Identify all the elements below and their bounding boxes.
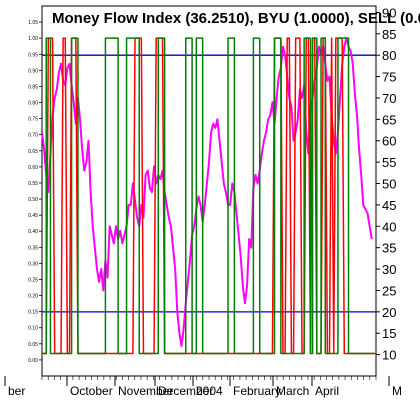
x-tick-label: April [315,384,339,398]
series-lines [41,37,376,355]
right-tick-label: 25 [382,283,396,298]
left-tick-label: 1.00 [28,36,38,42]
right-tick-label: 10 [382,348,396,363]
left-axis-ticks: 0.00 0.05 0.10 0.15 0.20 0.25 0.30 0.35 0.40 0.45… [28,20,42,364]
x-tick-label: March [276,384,309,398]
left-tick-label: 0.85 [28,84,38,90]
right-tick-label: 60 [382,134,396,149]
right-tick-label: 65 [382,112,396,127]
right-tick-label: 20 [382,305,396,320]
right-tick-label: 80 [382,48,396,63]
right-tick-label: 85 [382,27,396,42]
right-tick-label: 45 [382,198,396,213]
left-tick-label: 1.05 [28,20,38,26]
x-tick-label: December [158,384,213,398]
left-tick-label: 0.90 [28,68,38,74]
right-tick-label: 15 [382,326,396,341]
left-tick-label: 0.45 [28,213,38,219]
right-tick-label: 30 [382,262,396,277]
left-tick-label: 0.35 [28,245,38,251]
right-axis-ticks: 10 15 20 25 30 35 40 45 50 55 60 65 70 75 80 85 90 [376,5,396,363]
x-tick-label: 2004 [196,384,223,398]
right-tick-label: 50 [382,177,396,192]
right-tick-label: 70 [382,91,396,106]
left-tick-label: 0.05 [28,342,38,348]
right-tick-label: 75 [382,70,396,85]
left-tick-label: 0.15 [28,310,38,316]
series-line-sell [42,37,374,355]
right-tick-label: 90 [382,5,396,20]
left-tick-label: 0.10 [28,326,38,332]
left-tick-label: 0.60 [28,165,38,171]
left-tick-label: 0.95 [28,52,38,58]
left-tick-label: 0.80 [28,101,38,107]
right-tick-label: 35 [382,241,396,256]
left-tick-label: 0.20 [28,294,38,300]
x-tick-label: ber [8,384,25,398]
left-tick-label: 0.75 [28,117,38,123]
left-tick-label: 0.00 [28,358,38,364]
left-tick-label: 0.55 [28,181,38,187]
x-tick-label: November [118,384,173,398]
left-tick-label: 0.30 [28,261,38,267]
left-tick-label: 0.50 [28,197,38,203]
left-tick-label: 0.65 [28,149,38,155]
left-tick-label: 0.70 [28,133,38,139]
right-tick-label: 40 [382,219,396,234]
left-tick-label: 0.40 [28,229,38,235]
left-tick-label: 0.25 [28,277,38,283]
chart-title: Money Flow Index (36.2510), BYU (1.0000)… [52,10,420,27]
x-tick-label: February [233,384,281,398]
title-backdrop [44,8,360,28]
x-tick-label: October [70,384,113,398]
right-tick-label: 55 [382,155,396,170]
x-tick-label: M [392,384,402,398]
